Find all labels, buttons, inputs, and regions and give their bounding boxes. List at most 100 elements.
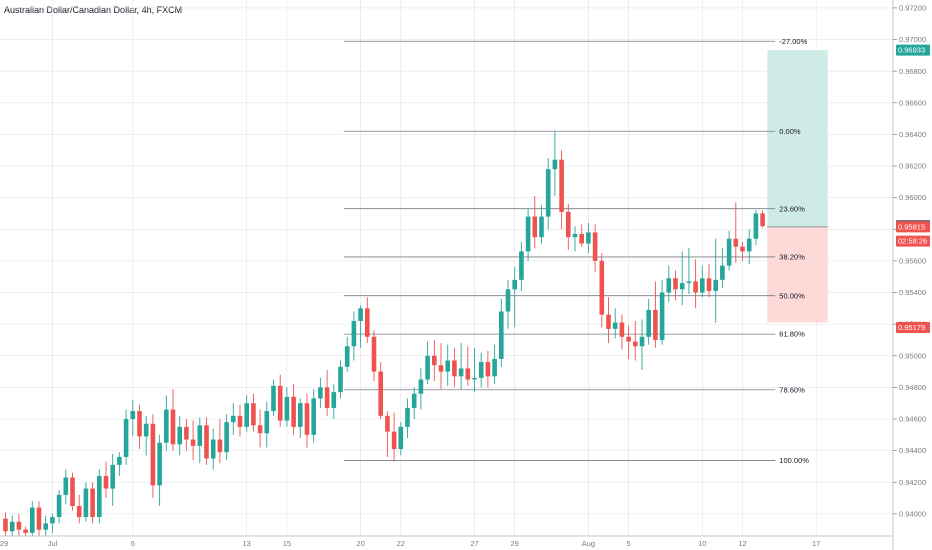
candle (16, 513, 22, 536)
candle-body (713, 279, 718, 291)
candle-body (438, 365, 444, 372)
candle (318, 377, 323, 408)
candle (532, 196, 538, 249)
candle-body (666, 278, 672, 293)
candle (304, 393, 310, 448)
candle-body (552, 159, 558, 170)
fib-level-label: 23.60% (779, 204, 805, 213)
candle (157, 434, 162, 506)
candle (458, 343, 464, 389)
candle-body (519, 251, 524, 280)
candle (432, 339, 437, 382)
candle (586, 222, 591, 253)
symbol-title: Australian Dollar/Canadian Dollar, 4h, F… (4, 5, 183, 15)
time-axis: 29 Jul 6 13 15 20 22 27 29 Aug 5 10 12 17 (0, 539, 820, 548)
candle-body (143, 423, 149, 437)
price-badge-bg (896, 321, 930, 333)
candle-body (492, 358, 497, 377)
candle (445, 344, 450, 386)
candle (438, 343, 444, 389)
candle-body (693, 281, 698, 293)
candle-body (472, 377, 477, 380)
candle (633, 320, 638, 361)
time-tick-label: Aug (582, 539, 595, 548)
long-position-zones (767, 50, 828, 323)
candle-body (639, 336, 645, 347)
candle (123, 409, 129, 465)
stop-loss-zone (767, 226, 828, 323)
candle-body (425, 355, 430, 380)
candle-body (700, 278, 705, 293)
candle (365, 297, 370, 344)
candles (3, 131, 765, 536)
candle-body (659, 292, 665, 340)
candle-body (405, 407, 410, 427)
candle-body (619, 322, 625, 337)
candle (686, 248, 692, 295)
candle (103, 461, 109, 499)
candle (713, 238, 718, 323)
candle-body (264, 411, 270, 434)
candle-body (378, 371, 383, 416)
candle (30, 501, 35, 536)
candle (190, 420, 196, 461)
time-tick-label: 13 (243, 539, 251, 548)
candle (277, 374, 283, 427)
fib-level-label: 0.00% (779, 127, 801, 136)
candle (659, 279, 665, 345)
candle-body (190, 439, 196, 446)
price-tick-label: 0.96400 (899, 130, 926, 139)
candle (485, 351, 491, 388)
candle-body (679, 283, 685, 290)
candle (452, 347, 457, 388)
candle (271, 379, 276, 416)
price-tick-label: 0.96200 (899, 162, 926, 171)
candle-body (545, 169, 551, 217)
candle (324, 369, 330, 416)
candle (110, 453, 115, 506)
candle-body (257, 425, 263, 434)
candle (519, 241, 524, 291)
candle (177, 415, 182, 456)
price-badge-bg (896, 44, 930, 56)
candle-body (445, 360, 450, 372)
candle (63, 469, 69, 505)
candle-body (733, 238, 739, 247)
grid-lines (0, 0, 893, 536)
candle (50, 513, 55, 533)
price-badge: 0.95815 (896, 221, 930, 233)
candle (298, 398, 303, 438)
time-tick-label: 12 (738, 539, 746, 548)
time-tick-label: 17 (812, 539, 820, 548)
candle-body (311, 398, 316, 435)
candle (626, 325, 631, 359)
candle (97, 469, 102, 524)
price-badge-label: 02:58:26 (898, 237, 927, 246)
candle-body (559, 159, 564, 212)
candle (70, 472, 75, 511)
candle (478, 352, 484, 388)
time-tick-label: 10 (698, 539, 706, 548)
candle-body (123, 418, 129, 457)
candle (472, 347, 477, 393)
candle (43, 515, 48, 536)
candle (83, 482, 89, 522)
fib-level-label: 100.00% (779, 456, 809, 465)
candle-body (753, 213, 759, 239)
candle-body (56, 494, 62, 518)
candle (566, 203, 571, 250)
candle-body (251, 403, 256, 426)
candle-body (117, 456, 122, 465)
price-badge-label: 0.95179 (898, 323, 925, 332)
candle-body (217, 439, 223, 453)
candle (257, 409, 263, 448)
fib-level-label: 50.00% (779, 291, 805, 300)
candle (679, 251, 685, 306)
candle (673, 270, 678, 301)
candle (606, 297, 611, 344)
candle (693, 259, 698, 309)
candle (130, 400, 136, 437)
candle (720, 248, 725, 288)
candle-body (50, 517, 55, 524)
